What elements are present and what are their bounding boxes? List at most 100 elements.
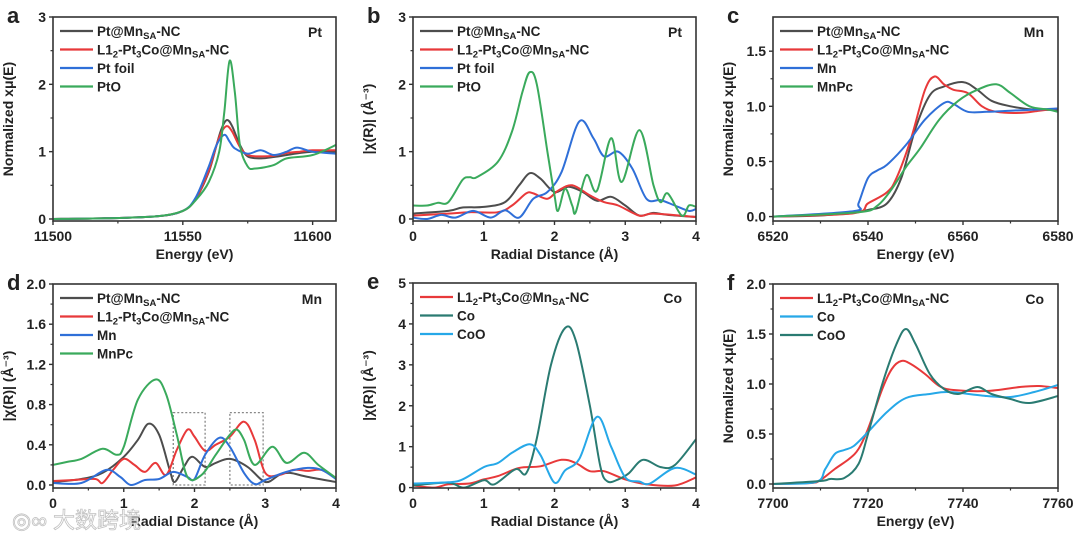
- element-tag: Pt: [308, 24, 322, 40]
- x-tick-label: 6540: [852, 228, 883, 244]
- x-tick-label: 2: [551, 228, 559, 244]
- y-tick-label: 3: [38, 9, 46, 25]
- y-tick-label: 0.5: [747, 153, 767, 169]
- series-line-l1-2-pt-3-co-mn-sa-nc: [773, 359, 1058, 485]
- panel-letter: c: [727, 3, 739, 28]
- y-tick-label: 1.5: [747, 326, 767, 342]
- legend-label: Mn: [97, 328, 117, 343]
- y-tick-label: 2.0: [27, 276, 47, 292]
- legend-label: Pt@MnSA​-NC: [97, 24, 181, 42]
- x-axis-label: Energy (eV): [877, 513, 955, 529]
- series-line-mnpc: [53, 378, 336, 482]
- highlight-box: [229, 411, 264, 486]
- element-tag: Co: [1025, 291, 1044, 307]
- legend-label: PtO: [97, 80, 121, 95]
- panel-letter: a: [7, 3, 20, 28]
- axes-frame: [772, 16, 1059, 222]
- x-tick-label: 1: [120, 495, 128, 511]
- axes-frame: [412, 282, 697, 489]
- legend-label: L12​-Pt3​Co@MnSA​-NC: [97, 310, 229, 328]
- panel-letter: e: [367, 269, 379, 294]
- x-tick-label: 3: [621, 495, 629, 511]
- series-line-l1-2-pt-3-co-mn-sa-nc: [53, 125, 336, 220]
- y-tick-label: 2: [398, 76, 406, 92]
- element-tag: Mn: [302, 291, 322, 307]
- panel-letter: f: [727, 270, 735, 295]
- legend-label: Pt@MnSA​-NC: [817, 24, 901, 42]
- y-tick-label: 1.2: [27, 356, 47, 372]
- x-tick-label: 1: [480, 495, 488, 511]
- panel-f: 7700 7720 7740 7760 0.0 0.5 1.0 1.5 2.0 Energy (e…: [720, 270, 1074, 529]
- x-tick-label: 11600: [294, 228, 332, 244]
- legend-label: Pt@MnSA​-NC: [97, 291, 181, 309]
- x-tick-label: 0: [409, 228, 417, 244]
- axes-frame: [52, 16, 337, 222]
- y-axis-label: Normalized xμ(E): [720, 329, 736, 443]
- element-tag: Mn: [1024, 24, 1044, 40]
- panel-letter: b: [367, 3, 380, 28]
- x-tick-label: 11550: [164, 228, 202, 244]
- x-tick-label: 11500: [34, 228, 72, 244]
- series-line-pt-mn-sa-nc: [53, 422, 336, 484]
- x-tick-label: 4: [332, 495, 340, 511]
- series-line-pt-mn-sa-nc: [53, 118, 336, 220]
- series-line-coo: [413, 415, 696, 486]
- legend-label: Pt foil: [457, 61, 495, 76]
- y-tick-label: 3: [398, 357, 406, 373]
- panel-a: 11500 11550 11600 0 1 2 3 Energy (eV) Normalized…: [0, 3, 337, 262]
- legend-label: Pt foil: [97, 61, 135, 76]
- y-tick-label: 1.5: [747, 43, 767, 59]
- y-axis-label: |χ(R)| (Å⁻³): [360, 350, 376, 421]
- series-line-pt-foil: [53, 133, 336, 220]
- y-tick-label: 4: [398, 316, 406, 332]
- legend-label: MnPc: [817, 80, 853, 95]
- y-tick-label: 0: [398, 211, 406, 227]
- y-tick-label: 2: [38, 76, 46, 92]
- y-tick-label: 1: [398, 439, 406, 455]
- legend-label: L12​-Pt3​Co@MnSA​-NC: [817, 291, 949, 309]
- x-axis-label: Energy (eV): [877, 246, 955, 262]
- series-line-l1-2-pt-3-co-mn-sa-nc: [413, 184, 696, 218]
- series-line-mn: [53, 436, 336, 487]
- series-line-coo: [773, 328, 1058, 485]
- y-tick-label: 0.4: [27, 437, 47, 453]
- x-tick-label: 6580: [1042, 228, 1073, 244]
- series-line-pt-mn-sa-nc: [773, 81, 1058, 218]
- x-tick-label: 0: [409, 495, 417, 511]
- y-tick-label: 0.0: [747, 476, 767, 492]
- legend-label: MnPc: [97, 347, 133, 362]
- y-tick-label: 2.0: [747, 276, 767, 292]
- y-tick-label: 0.0: [27, 477, 47, 493]
- y-tick-label: 0: [38, 211, 46, 227]
- y-tick-label: 1.0: [747, 376, 767, 392]
- x-tick-label: 2: [191, 495, 199, 511]
- series-line-pt-foil: [413, 119, 696, 221]
- y-tick-label: 2: [398, 398, 406, 414]
- x-axis-label: Energy (eV): [156, 246, 234, 262]
- y-tick-label: 3: [398, 9, 406, 25]
- x-tick-label: 1: [480, 228, 488, 244]
- y-tick-label: 5: [398, 275, 406, 291]
- x-tick-label: 7720: [852, 495, 883, 511]
- x-axis-label: Radial Distance (Å): [491, 513, 619, 529]
- panel-d: 0 1 2 3 4 0.0 0.4 0.8 1.2 1.6 2.0 Radial Distance (…: [0, 270, 340, 529]
- y-tick-label: 1: [398, 144, 406, 160]
- x-tick-label: 3: [621, 228, 629, 244]
- axes-frame: [772, 283, 1059, 489]
- x-tick-label: 0: [49, 495, 57, 511]
- series-line-mn: [773, 100, 1058, 218]
- legend-label: PtO: [457, 80, 481, 95]
- legend-label: Co: [457, 309, 475, 324]
- series-line-l1-2-pt-3-co-mn-sa-nc: [413, 458, 696, 488]
- series-line-l1-2-pt-3-co-mn-sa-nc: [773, 75, 1058, 218]
- panel-e: 0 1 2 3 4 0 1 2 3 4 5 Radial Distance (Å) |χ(R)| (Å⁻…: [360, 269, 700, 529]
- y-tick-label: 1.6: [27, 316, 47, 332]
- x-tick-label: 7700: [757, 495, 788, 511]
- x-tick-label: 3: [261, 495, 269, 511]
